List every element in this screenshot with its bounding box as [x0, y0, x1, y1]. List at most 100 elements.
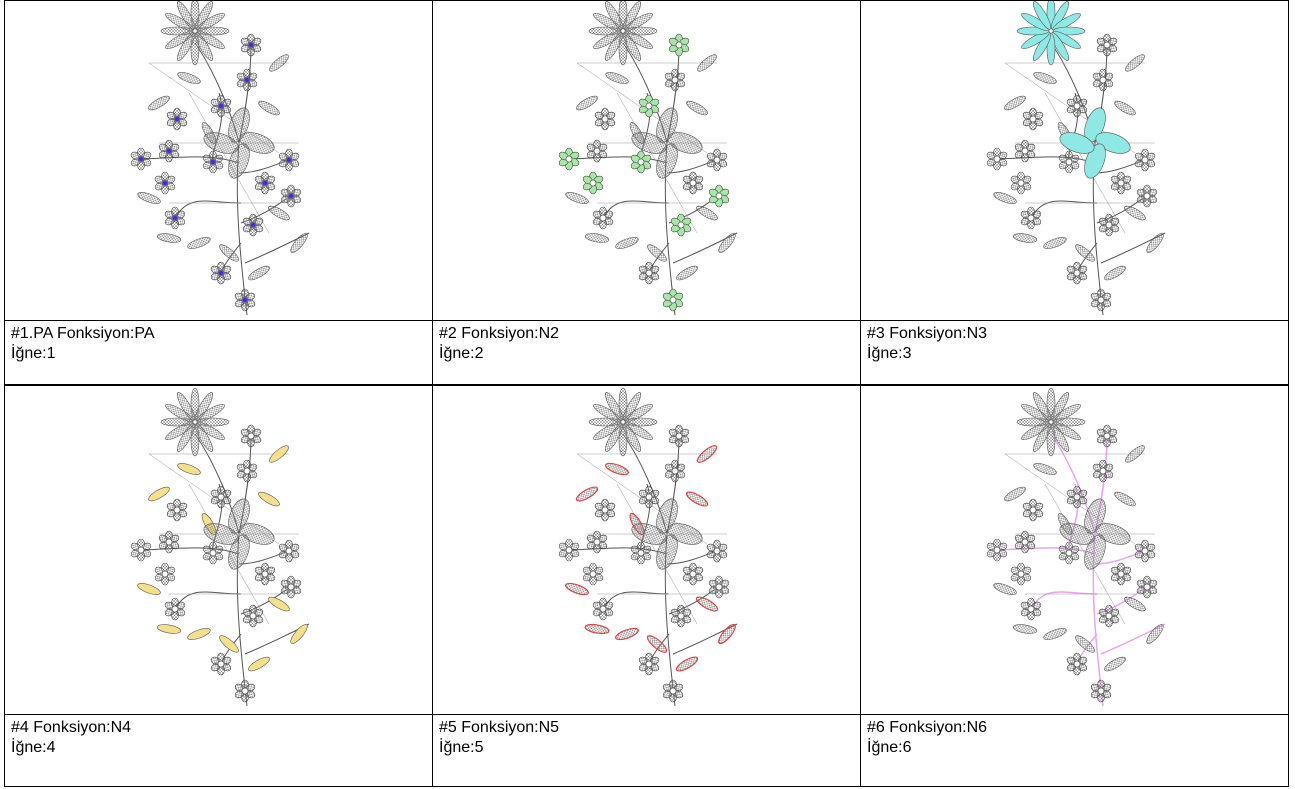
- bouquet: [130, 1, 310, 316]
- cross-petal: [631, 523, 667, 545]
- needle-label: İğne:5: [439, 739, 484, 756]
- star-petal: [176, 1, 196, 30]
- leaf: [248, 656, 270, 672]
- leaf: [686, 100, 708, 116]
- rosette-center: [1017, 570, 1025, 578]
- leaf: [248, 265, 270, 281]
- leaf: [615, 627, 639, 641]
- cross-petal: [1059, 132, 1095, 154]
- leaf: [1004, 95, 1026, 111]
- leaf: [646, 635, 668, 653]
- star-petal: [1052, 30, 1081, 50]
- function-label: #6 Fonksiyon:N6: [867, 719, 988, 736]
- rosette-center: [171, 605, 179, 613]
- rosette-center: [565, 155, 573, 163]
- leaf: [1012, 624, 1038, 634]
- stem: [568, 547, 668, 555]
- needle-dot: [162, 180, 168, 186]
- rosette-center: [675, 41, 683, 49]
- bouquet: [130, 387, 310, 707]
- image-cell: [860, 385, 1289, 715]
- image-cell: [432, 0, 861, 321]
- star-petal: [1032, 423, 1052, 452]
- rosette-center: [637, 549, 645, 557]
- rosette-center: [217, 493, 225, 501]
- needle-dot: [288, 193, 294, 199]
- rosette-center: [247, 432, 255, 440]
- leaf: [685, 491, 709, 507]
- leaf: [148, 95, 170, 111]
- leaf: [576, 95, 598, 111]
- leaf: [993, 583, 1017, 595]
- needle-label: İğne:4: [11, 739, 56, 756]
- rosette-center: [589, 179, 597, 187]
- rosette-center: [713, 547, 721, 555]
- leaf: [1043, 237, 1067, 249]
- leaf: [1114, 491, 1136, 507]
- star-petal: [1032, 392, 1052, 421]
- rosette-center: [1017, 179, 1025, 187]
- function-label: #1.PA Fonksiyon:PA: [11, 325, 155, 342]
- star-petal: [194, 392, 214, 421]
- star-petal: [1050, 392, 1070, 421]
- design-preview: [558, 387, 738, 707]
- leaf: [697, 54, 717, 72]
- star-petal: [1021, 30, 1050, 50]
- rosette-center: [689, 570, 697, 578]
- leaf: [187, 237, 211, 249]
- leaf: [993, 192, 1017, 204]
- leaf: [156, 233, 182, 243]
- star-petal: [604, 423, 624, 452]
- leaf: [1146, 624, 1164, 644]
- rosette-center: [677, 612, 685, 620]
- bouquet: [558, 387, 738, 707]
- rosette-center: [1117, 179, 1125, 187]
- bouquet: [558, 1, 738, 316]
- leaf: [565, 582, 589, 596]
- caption-cell: #1.PA Fonksiyon:PA İğne:1: [4, 320, 433, 385]
- leaf: [1146, 233, 1164, 253]
- leaf: [1114, 100, 1136, 116]
- star-petal: [622, 392, 642, 421]
- needle-label: İğne:6: [867, 739, 912, 756]
- needle-label: İğne:1: [11, 345, 56, 362]
- star-petal: [593, 12, 622, 32]
- leaf: [1104, 265, 1126, 281]
- star-petal: [1050, 1, 1070, 30]
- star-petal: [1032, 32, 1052, 61]
- rosette-center: [1073, 660, 1081, 668]
- needle-dot: [174, 116, 180, 122]
- star-petal: [593, 421, 622, 441]
- rosette-center: [589, 570, 597, 578]
- star-petal: [165, 30, 194, 50]
- image-cell: [4, 385, 433, 715]
- bouquet: [986, 387, 1166, 707]
- leaf: [137, 583, 161, 595]
- leaf: [1075, 244, 1095, 262]
- star-petal: [176, 392, 196, 421]
- needle-dot: [210, 159, 216, 165]
- design-preview: [130, 1, 310, 316]
- leaf: [575, 486, 599, 502]
- leaf: [258, 491, 280, 507]
- stem: [568, 156, 668, 164]
- cross-petal: [203, 523, 239, 545]
- stem: [140, 547, 240, 555]
- rosette-center: [1065, 549, 1073, 557]
- star-petal: [194, 32, 214, 61]
- leaf: [1125, 445, 1145, 463]
- leaf: [269, 54, 289, 72]
- needle-dot: [250, 222, 256, 228]
- rosette-center: [285, 547, 293, 555]
- rosette-center: [601, 115, 609, 123]
- needle-dot: [166, 148, 172, 154]
- rosette-center: [243, 467, 251, 475]
- stem: [1030, 591, 1098, 610]
- needle-dot: [172, 215, 178, 221]
- rosette-center: [645, 660, 653, 668]
- rosette-center: [675, 432, 683, 440]
- needle-dot: [218, 270, 224, 276]
- star-petal: [196, 403, 225, 423]
- leaf: [1124, 205, 1146, 221]
- star-petal: [1052, 403, 1081, 423]
